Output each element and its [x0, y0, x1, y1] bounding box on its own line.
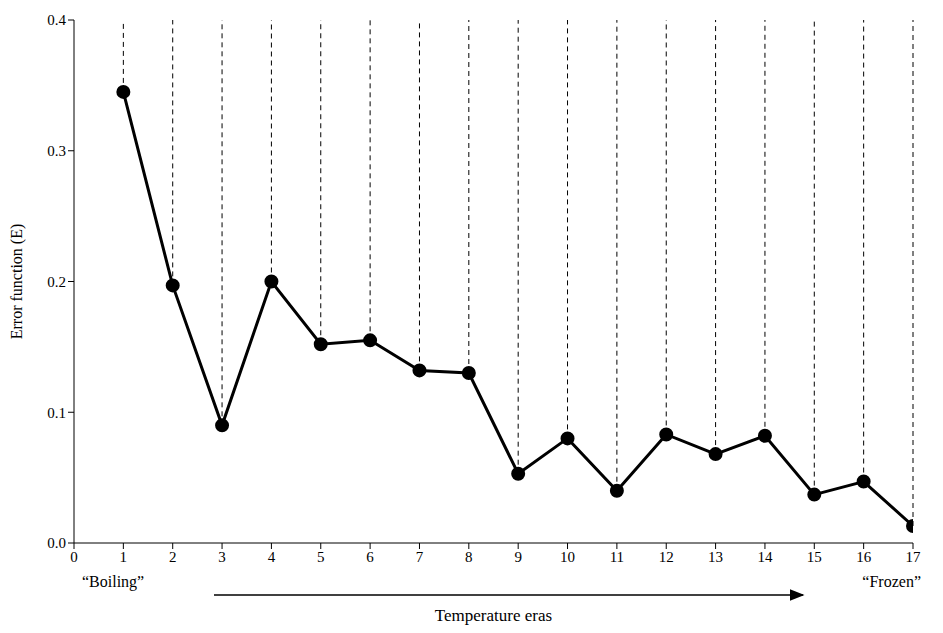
svg-text:10: 10	[560, 549, 575, 565]
svg-text:8: 8	[465, 549, 473, 565]
svg-text:5: 5	[317, 549, 325, 565]
svg-text:0.0: 0.0	[47, 535, 66, 551]
svg-text:Error function (E): Error function (E)	[8, 224, 26, 340]
svg-text:12: 12	[659, 549, 674, 565]
svg-text:17: 17	[906, 549, 922, 565]
svg-text:16: 16	[856, 549, 872, 565]
html-text:“Boiling”: “Boiling”	[82, 573, 145, 590]
svg-text:13: 13	[708, 549, 723, 565]
svg-text:Temperature eras: Temperature eras	[435, 606, 552, 625]
svg-text:1: 1	[120, 549, 128, 565]
svg-text:7: 7	[416, 549, 424, 565]
svg-text:0.1: 0.1	[47, 405, 66, 421]
svg-text:0.3: 0.3	[47, 143, 66, 159]
svg-text:0.2: 0.2	[47, 274, 66, 290]
svg-text:14: 14	[757, 549, 773, 565]
svg-text:9: 9	[514, 549, 522, 565]
svg-text:0: 0	[70, 549, 78, 565]
svg-text:11: 11	[610, 549, 624, 565]
svg-text:6: 6	[366, 549, 374, 565]
svg-text:3: 3	[218, 549, 226, 565]
html-text:“Frozen”: “Frozen”	[862, 573, 921, 590]
svg-text:0.4: 0.4	[47, 12, 66, 28]
svg-text:2: 2	[169, 549, 177, 565]
svg-text:15: 15	[807, 549, 822, 565]
svg-text:4: 4	[268, 549, 276, 565]
